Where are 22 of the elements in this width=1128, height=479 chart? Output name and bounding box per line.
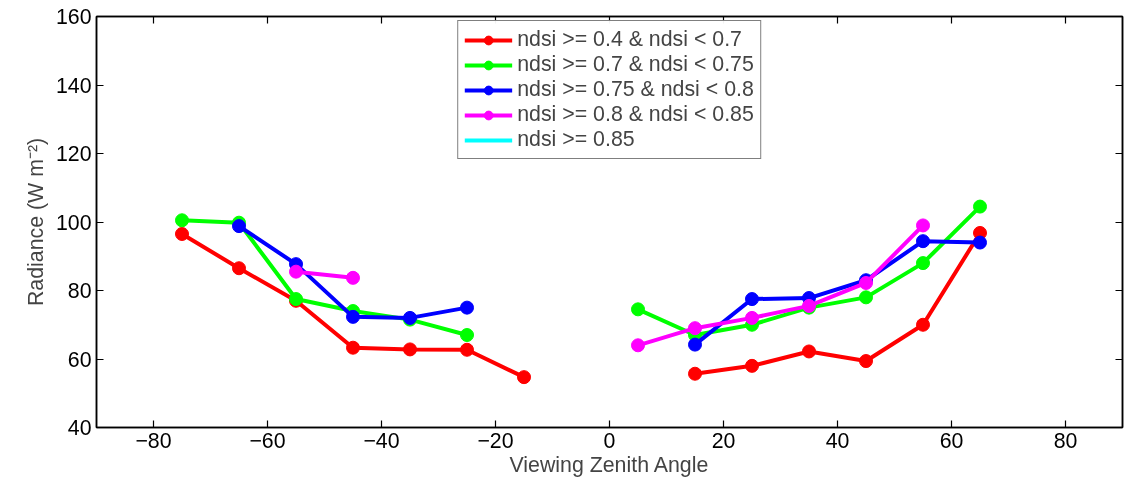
y-tick-label: 140: [55, 73, 92, 98]
legend-label: ndsi >= 0.7 & ndsi < 0.75: [517, 52, 754, 77]
x-tick-label: 40: [825, 428, 850, 453]
legend-label: ndsi >= 0.4 & ndsi < 0.7: [517, 27, 742, 52]
x-tick-label: 80: [1053, 428, 1078, 453]
y-tick-label: 100: [55, 210, 92, 235]
y-tick-label: 80: [67, 279, 92, 303]
x-tick-label: −80: [135, 428, 172, 453]
x-tick-label: −60: [249, 428, 286, 453]
legend-label: ndsi >= 0.8 & ndsi < 0.85: [517, 102, 754, 127]
x-tick-label: 0: [603, 428, 616, 453]
x-tick-label: −40: [363, 428, 400, 453]
legend-label: ndsi >= 0.75 & ndsi < 0.8: [517, 77, 754, 102]
y-tick-label: 60: [67, 347, 92, 372]
x-tick-label: 20: [711, 428, 736, 453]
x-tick-label: 60: [939, 428, 964, 453]
y-tick-label: 120: [55, 142, 92, 166]
y-tick-label: 160: [55, 5, 92, 29]
x-axis-title: Viewing Zenith Angle: [509, 452, 709, 477]
x-tick-label: −20: [477, 428, 514, 453]
y-axis-title: Radiance (W m⁻²): [23, 137, 48, 307]
legend-label: ndsi >= 0.85: [517, 127, 635, 152]
